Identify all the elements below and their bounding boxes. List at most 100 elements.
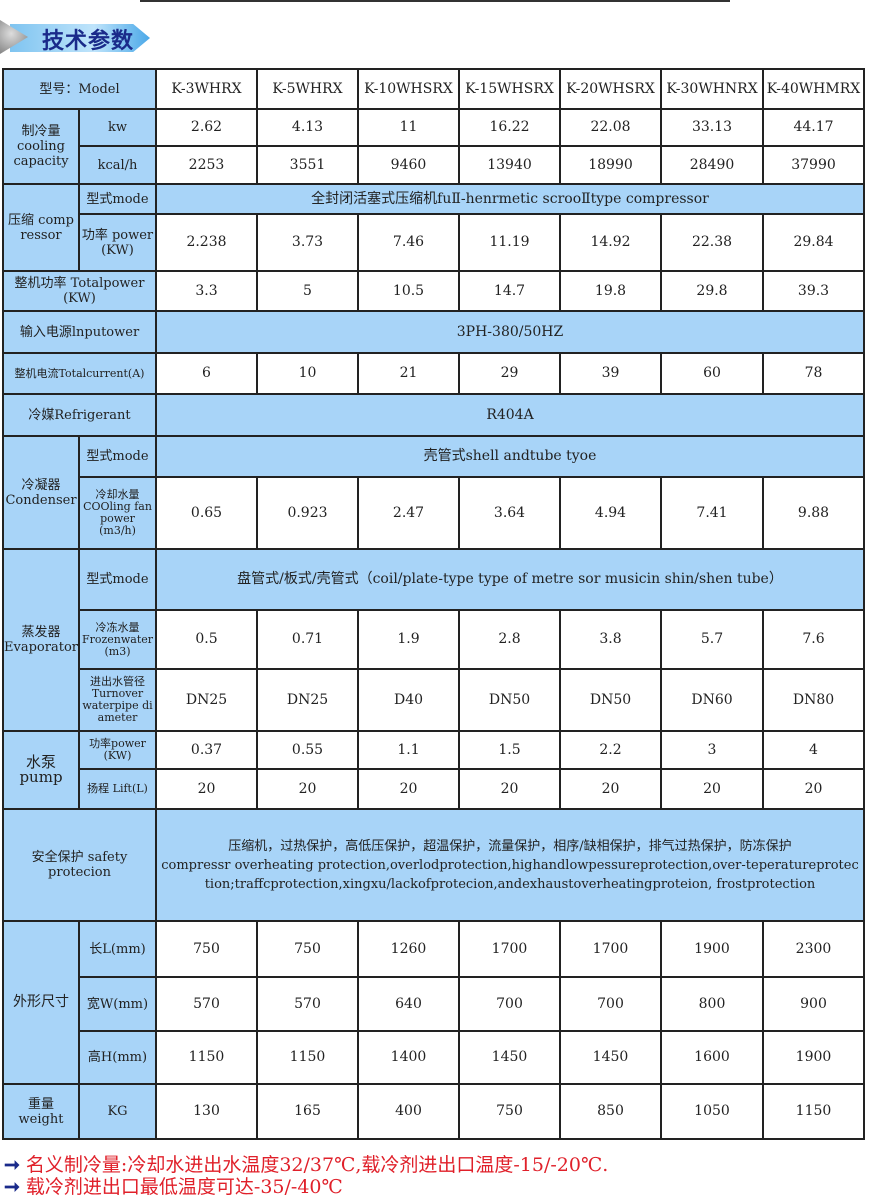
value-cell: 1600 (660, 1030, 764, 1085)
banner-arrow-shape (10, 24, 150, 52)
refrigerant-value: R404A (155, 393, 865, 437)
value-cell: 29.8 (660, 270, 764, 312)
model-label: 型号：Model (2, 68, 157, 110)
footnote-2: ➞ 载冷剂进出口最低温度可达-35/-40℃ (4, 1176, 343, 1198)
value-cell: 29.84 (762, 213, 865, 272)
value-cell: 570 (155, 976, 258, 1032)
value-cell: 7.6 (762, 609, 865, 670)
value-cell: 3551 (256, 145, 359, 185)
value-cell: 16.22 (458, 108, 561, 147)
value-cell: 60 (660, 352, 764, 395)
safety-value: 压缩机，过热保护，高低压保护，超温保护，流量保护，相序/缺相保护，排气过热保护，… (155, 808, 865, 922)
model-cell: K-3WHRX (155, 68, 258, 110)
value-cell: 39 (559, 352, 662, 395)
value-cell: 22.08 (559, 108, 662, 147)
condenser-mode-label: 型式mode (78, 435, 157, 478)
value-cell: 13940 (458, 145, 561, 185)
model-cell: K-40WHMRX (762, 68, 865, 110)
arrow-icon: ➞ (4, 1176, 20, 1198)
footnote-1: ➞ 名义制冷量:冷却水进出水温度32/37℃,载冷剂进出口温度-15/-20℃. (4, 1154, 609, 1176)
value-cell: 1.1 (357, 730, 460, 770)
spec-table: 型号：Model K-3WHRX K-5WHRX K-10WHSRX K-15WHSRX… (2, 68, 865, 1140)
value-cell: 1.9 (357, 609, 460, 670)
value-cell: 1400 (357, 1030, 460, 1085)
model-cell: K-10WHSRX (357, 68, 460, 110)
value-cell: DN25 (256, 668, 359, 732)
value-cell: 20 (357, 768, 460, 810)
compressor-power-label: 功率 power (KW) (78, 213, 157, 272)
value-cell: 20 (762, 768, 865, 810)
value-cell: 5.7 (660, 609, 764, 670)
value-cell: 130 (155, 1083, 258, 1140)
value-cell: 9460 (357, 145, 460, 185)
value-cell: DN50 (458, 668, 561, 732)
section-title: 技术参数 (42, 29, 135, 54)
value-cell: 0.55 (256, 730, 359, 770)
value-cell: 1450 (559, 1030, 662, 1085)
value-cell: 0.37 (155, 730, 258, 770)
arrow-icon: ➞ (4, 1154, 20, 1176)
model-row: 型号：Model K-3WHRX K-5WHRX K-10WHSRX K-15WHSRX… (2, 68, 865, 110)
value-cell: 10 (256, 352, 359, 395)
value-cell: 18990 (559, 145, 662, 185)
value-cell: 1050 (660, 1083, 764, 1140)
value-cell: 20 (155, 768, 258, 810)
value-cell: DN80 (762, 668, 865, 732)
current-label: 整机电流Totalcurrent(A) (2, 352, 157, 395)
compressor-mode-value: 全封闭活塞式压缩机fuⅡ-henrmetic scrooⅡtype compre… (155, 183, 865, 215)
value-cell: D40 (357, 668, 460, 732)
value-cell: 44.17 (762, 108, 865, 147)
value-cell: 22.38 (660, 213, 764, 272)
length-label: 长L(mm) (78, 920, 157, 978)
value-cell: 3.64 (458, 476, 561, 550)
kcal-label: kcal/h (78, 145, 157, 185)
refrigerant-label: 冷媒Refrigerant (2, 393, 157, 437)
value-cell: 14.7 (458, 270, 561, 312)
safety-cn: 压缩机，过热保护，高低压保护，超温保护，流量保护，相序/缺相保护，排气过热保护，… (228, 838, 792, 854)
value-cell: 20 (256, 768, 359, 810)
height-label: 高H(mm) (78, 1030, 157, 1085)
value-cell: 3 (660, 730, 764, 770)
value-cell: 0.65 (155, 476, 258, 550)
compressor-mode-label: 型式mode (78, 183, 157, 215)
value-cell: DN25 (155, 668, 258, 732)
model-cell: K-5WHRX (256, 68, 359, 110)
kg-label: KG (78, 1083, 157, 1140)
value-cell: 3.3 (155, 270, 258, 312)
pump-power-label: 功率power (KW) (78, 730, 157, 770)
value-cell: 3.73 (256, 213, 359, 272)
value-cell: 20 (458, 768, 561, 810)
cooling-label: 制冷量 cooling capacity (2, 108, 80, 185)
cooling-water-label: 冷却水量 COOling fan power (m3/h) (78, 476, 157, 550)
value-cell: 3.8 (559, 609, 662, 670)
value-cell: 1900 (660, 920, 764, 978)
value-cell: 700 (559, 976, 662, 1032)
value-cell: 2.8 (458, 609, 561, 670)
value-cell: 1150 (155, 1030, 258, 1085)
value-cell: 2300 (762, 920, 865, 978)
evaporator-label: 蒸发器 Evaporator (2, 548, 80, 732)
weight-label: 重量 weight (2, 1083, 80, 1140)
value-cell: 33.13 (660, 108, 764, 147)
input-label: 输入电源lnputower (2, 310, 157, 354)
kw-label: kw (78, 108, 157, 147)
value-cell: 2.62 (155, 108, 258, 147)
value-cell: 14.92 (559, 213, 662, 272)
value-cell: 78 (762, 352, 865, 395)
value-cell: 1900 (762, 1030, 865, 1085)
safety-en: compressr overheating protection,overlod… (161, 857, 859, 892)
value-cell: 2.2 (559, 730, 662, 770)
value-cell: 11 (357, 108, 460, 147)
value-cell: 750 (458, 1083, 561, 1140)
pump-label: 水泵 pump (2, 730, 80, 810)
value-cell: 1700 (458, 920, 561, 978)
value-cell: 640 (357, 976, 460, 1032)
frozen-water-label: 冷冻水量 Frozenwater (m3) (78, 609, 157, 670)
value-cell: 5 (256, 270, 359, 312)
input-value: 3PH-380/50HZ (155, 310, 865, 354)
value-cell: 2.47 (357, 476, 460, 550)
lift-label: 扬程 Lift(L) (78, 768, 157, 810)
value-cell: 4.13 (256, 108, 359, 147)
value-cell: 400 (357, 1083, 460, 1140)
value-cell: 9.88 (762, 476, 865, 550)
